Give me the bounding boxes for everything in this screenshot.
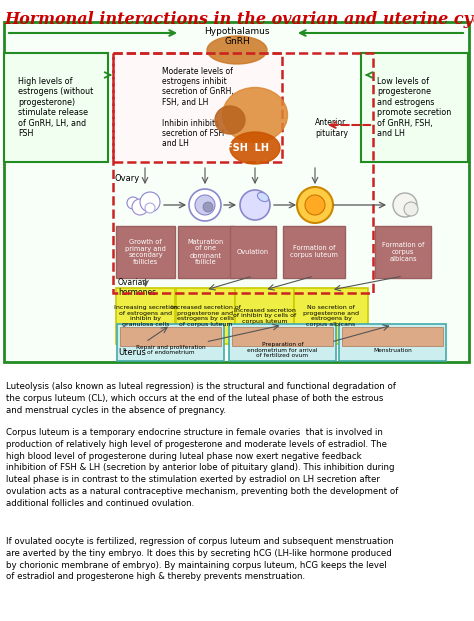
Text: No secretion of
progesterone and
estrogens by
corpus albicans: No secretion of progesterone and estroge…	[303, 305, 359, 327]
FancyBboxPatch shape	[361, 53, 468, 162]
Text: Ovary: Ovary	[115, 174, 140, 183]
Circle shape	[127, 197, 139, 209]
FancyBboxPatch shape	[178, 226, 234, 278]
FancyBboxPatch shape	[342, 327, 443, 346]
Text: Increased secretion
of inhibin by cells of
corpus luteum: Increased secretion of inhibin by cells …	[233, 307, 296, 324]
Text: Uterus: Uterus	[118, 348, 146, 357]
FancyBboxPatch shape	[117, 324, 224, 361]
Text: Hormonal interactions in the ovarian and uterine cycles: Hormonal interactions in the ovarian and…	[4, 11, 474, 28]
FancyBboxPatch shape	[230, 226, 276, 278]
Circle shape	[189, 189, 221, 221]
Circle shape	[195, 195, 215, 215]
Circle shape	[404, 202, 418, 216]
Text: Maturation
of one
dominant
follicle: Maturation of one dominant follicle	[188, 238, 224, 266]
FancyBboxPatch shape	[229, 324, 336, 361]
Text: Growth of
primary and
secondary
follicles: Growth of primary and secondary follicle…	[125, 238, 166, 266]
Ellipse shape	[222, 88, 288, 142]
Ellipse shape	[215, 106, 245, 134]
Circle shape	[393, 193, 417, 217]
FancyBboxPatch shape	[4, 53, 108, 162]
Circle shape	[140, 192, 160, 212]
Text: Moderate levels of
estrogens inhibit
secretion of GnRH,
FSH, and LH

Inhibin inh: Moderate levels of estrogens inhibit sec…	[162, 66, 233, 148]
Text: Luteolysis (also known as luteal regression) is the structural and functional de: Luteolysis (also known as luteal regress…	[6, 382, 396, 415]
Text: Corpus luteum is a temporary endocrine structure in female ovaries  that is invo: Corpus luteum is a temporary endocrine s…	[6, 428, 398, 508]
Ellipse shape	[207, 36, 267, 64]
Circle shape	[132, 199, 148, 215]
Text: FSH  LH: FSH LH	[227, 143, 270, 153]
FancyBboxPatch shape	[120, 327, 221, 346]
Text: Ovulation: Ovulation	[237, 249, 269, 255]
Text: Increased secretion of
progesterone and
estrogens by cells
of corpus luteum: Increased secretion of progesterone and …	[171, 305, 240, 327]
Text: Repair and proliferation
of endometrium: Repair and proliferation of endometrium	[136, 345, 205, 355]
FancyBboxPatch shape	[176, 288, 235, 344]
Text: If ovulated oocyte is fertilized, regression of corpus luteum and subsequent men: If ovulated oocyte is fertilized, regres…	[6, 537, 393, 581]
Text: Low levels of
progesterone
and estrogens
promote secretion
of GnRH, FSH,
and LH: Low levels of progesterone and estrogens…	[377, 77, 452, 138]
Circle shape	[305, 195, 325, 215]
Circle shape	[145, 203, 155, 213]
Text: Formation of
corpus
albicans: Formation of corpus albicans	[382, 242, 424, 262]
FancyBboxPatch shape	[4, 22, 469, 362]
FancyBboxPatch shape	[116, 288, 175, 344]
Circle shape	[203, 202, 213, 212]
FancyBboxPatch shape	[294, 288, 368, 344]
FancyBboxPatch shape	[232, 327, 333, 346]
FancyBboxPatch shape	[375, 226, 431, 278]
Text: Hypothalamus
GnRH: Hypothalamus GnRH	[204, 27, 270, 47]
Circle shape	[297, 187, 333, 223]
Circle shape	[240, 190, 270, 220]
Text: Preparation of
endometrium for arrival
of fertilized ovum: Preparation of endometrium for arrival o…	[247, 342, 318, 358]
Text: Menstruation: Menstruation	[373, 348, 412, 353]
FancyBboxPatch shape	[113, 53, 282, 162]
Text: High levels of
estrogens (without
progesterone)
stimulate release
of GnRH, LH, a: High levels of estrogens (without proges…	[18, 77, 94, 138]
Ellipse shape	[230, 132, 280, 164]
Text: Ovarian
hormones: Ovarian hormones	[118, 278, 156, 297]
FancyBboxPatch shape	[116, 226, 175, 278]
FancyBboxPatch shape	[283, 226, 345, 278]
FancyBboxPatch shape	[339, 324, 446, 361]
Text: Increasing secretion
of estrogens and
inhibin by
granulosa cells: Increasing secretion of estrogens and in…	[114, 305, 177, 327]
Text: Anterior
pituitary: Anterior pituitary	[315, 118, 348, 138]
Ellipse shape	[257, 193, 269, 202]
Text: Formation of
corpus luteum: Formation of corpus luteum	[290, 245, 338, 258]
FancyBboxPatch shape	[235, 288, 294, 344]
